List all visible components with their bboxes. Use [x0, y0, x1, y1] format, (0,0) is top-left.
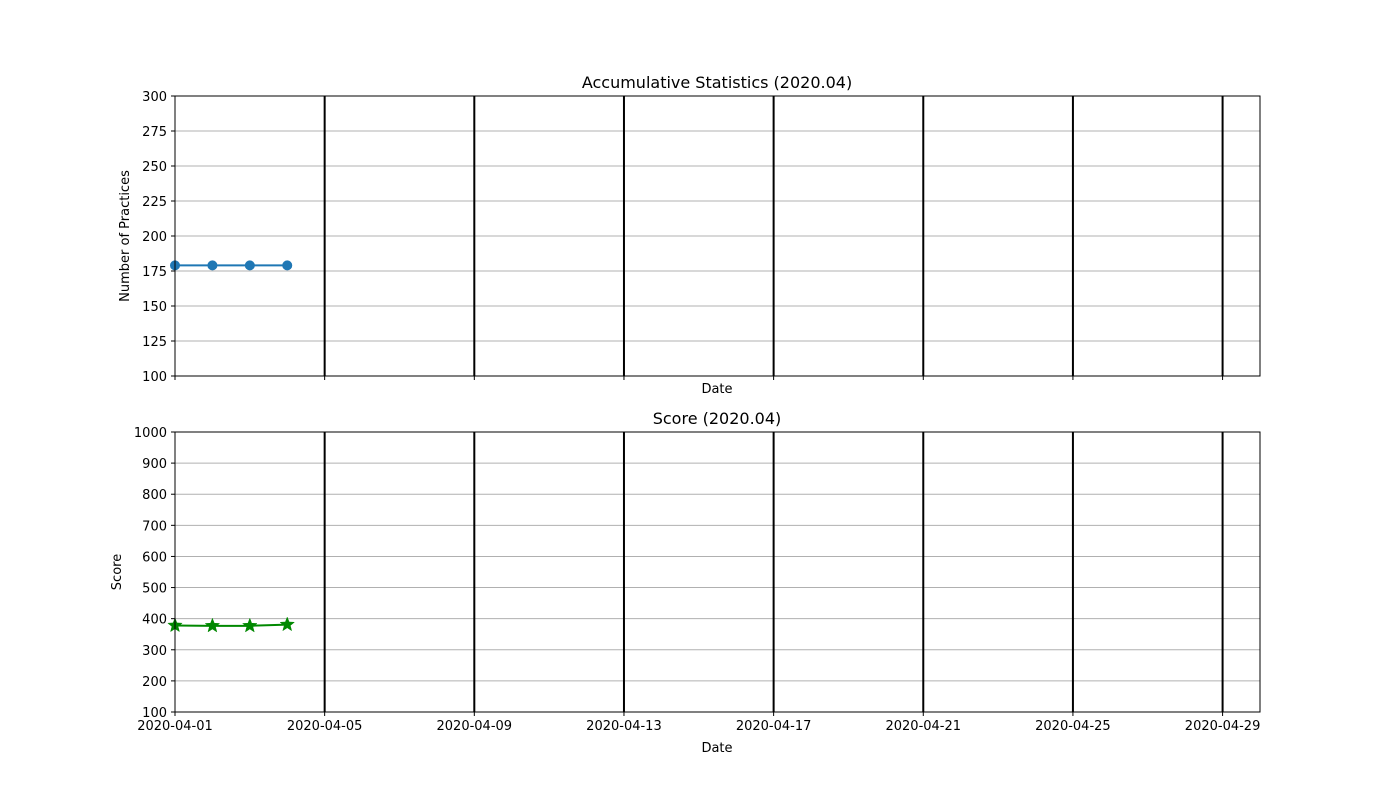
- y-tick-label: 500: [142, 582, 167, 597]
- x-tick-label: 2020-04-13: [586, 719, 662, 734]
- x-axis-label: Date: [701, 382, 732, 397]
- data-point: [282, 260, 293, 271]
- tick-layer: 100 125 150 175 200 225 250 275 300: [142, 90, 1224, 385]
- panel-accumulative-statistics: Accumulative Statistics (2020.04) Date N…: [118, 73, 1261, 397]
- series-line: [174, 623, 288, 627]
- y-tick-label: 700: [142, 519, 167, 534]
- y-tick-label: 250: [142, 160, 167, 175]
- vertical-lines-layer: [323, 96, 1224, 376]
- y-tick-label: 900: [142, 457, 167, 472]
- y-tick-label: 400: [142, 613, 167, 628]
- panel-score: Score (2020.04) Date Score 100 200 300 400 5…: [110, 409, 1261, 756]
- y-axis-label: Number of Practices: [118, 170, 133, 302]
- series-layer: [167, 616, 296, 633]
- data-point-star: [242, 617, 258, 633]
- y-tick-label: 300: [142, 644, 167, 659]
- x-tick-label: 2020-04-29: [1185, 719, 1261, 734]
- x-axis-label: Date: [701, 741, 732, 756]
- tick-layer: 100 200 300 400 500 600 700 800 900 1000 2020-04-0…: [134, 426, 1260, 734]
- y-tick-label: 1000: [134, 426, 167, 441]
- x-tick-label: 2020-04-21: [885, 719, 961, 734]
- y-tick-label: 800: [142, 488, 167, 503]
- y-tick-label: 300: [142, 90, 167, 105]
- series-layer: [170, 260, 293, 271]
- frame-layer: [174, 431, 1261, 713]
- y-tick-label: 600: [142, 550, 167, 565]
- x-tick-label: 2020-04-17: [736, 719, 812, 734]
- data-point: [207, 260, 218, 271]
- y-tick-label: 150: [142, 300, 167, 315]
- data-point: [244, 260, 255, 271]
- panel-title: Accumulative Statistics (2020.04): [582, 73, 852, 92]
- x-tick-label: 2020-04-25: [1035, 719, 1111, 734]
- x-tick-label: 2020-04-09: [437, 719, 513, 734]
- y-tick-label: 125: [142, 335, 167, 350]
- grid-layer: [175, 130, 1260, 342]
- x-tick-label: 2020-04-05: [287, 719, 363, 734]
- y-axis-label: Score: [110, 554, 125, 590]
- y-tick-label: 175: [142, 265, 167, 280]
- data-point-star: [279, 616, 296, 632]
- y-tick-label: 100: [142, 706, 167, 721]
- data-point-star: [204, 617, 221, 633]
- panel-title: Score (2020.04): [653, 409, 782, 428]
- y-tick-label: 200: [142, 675, 167, 690]
- vertical-lines-layer: [323, 432, 1224, 712]
- y-tick-label: 100: [142, 370, 167, 385]
- plot-frame: [174, 431, 1261, 713]
- grid-layer: [175, 462, 1260, 682]
- y-tick-label: 200: [142, 230, 167, 245]
- y-tick-label: 275: [142, 125, 167, 140]
- y-tick-label: 225: [142, 195, 167, 210]
- x-tick-label: 2020-04-01: [137, 719, 213, 734]
